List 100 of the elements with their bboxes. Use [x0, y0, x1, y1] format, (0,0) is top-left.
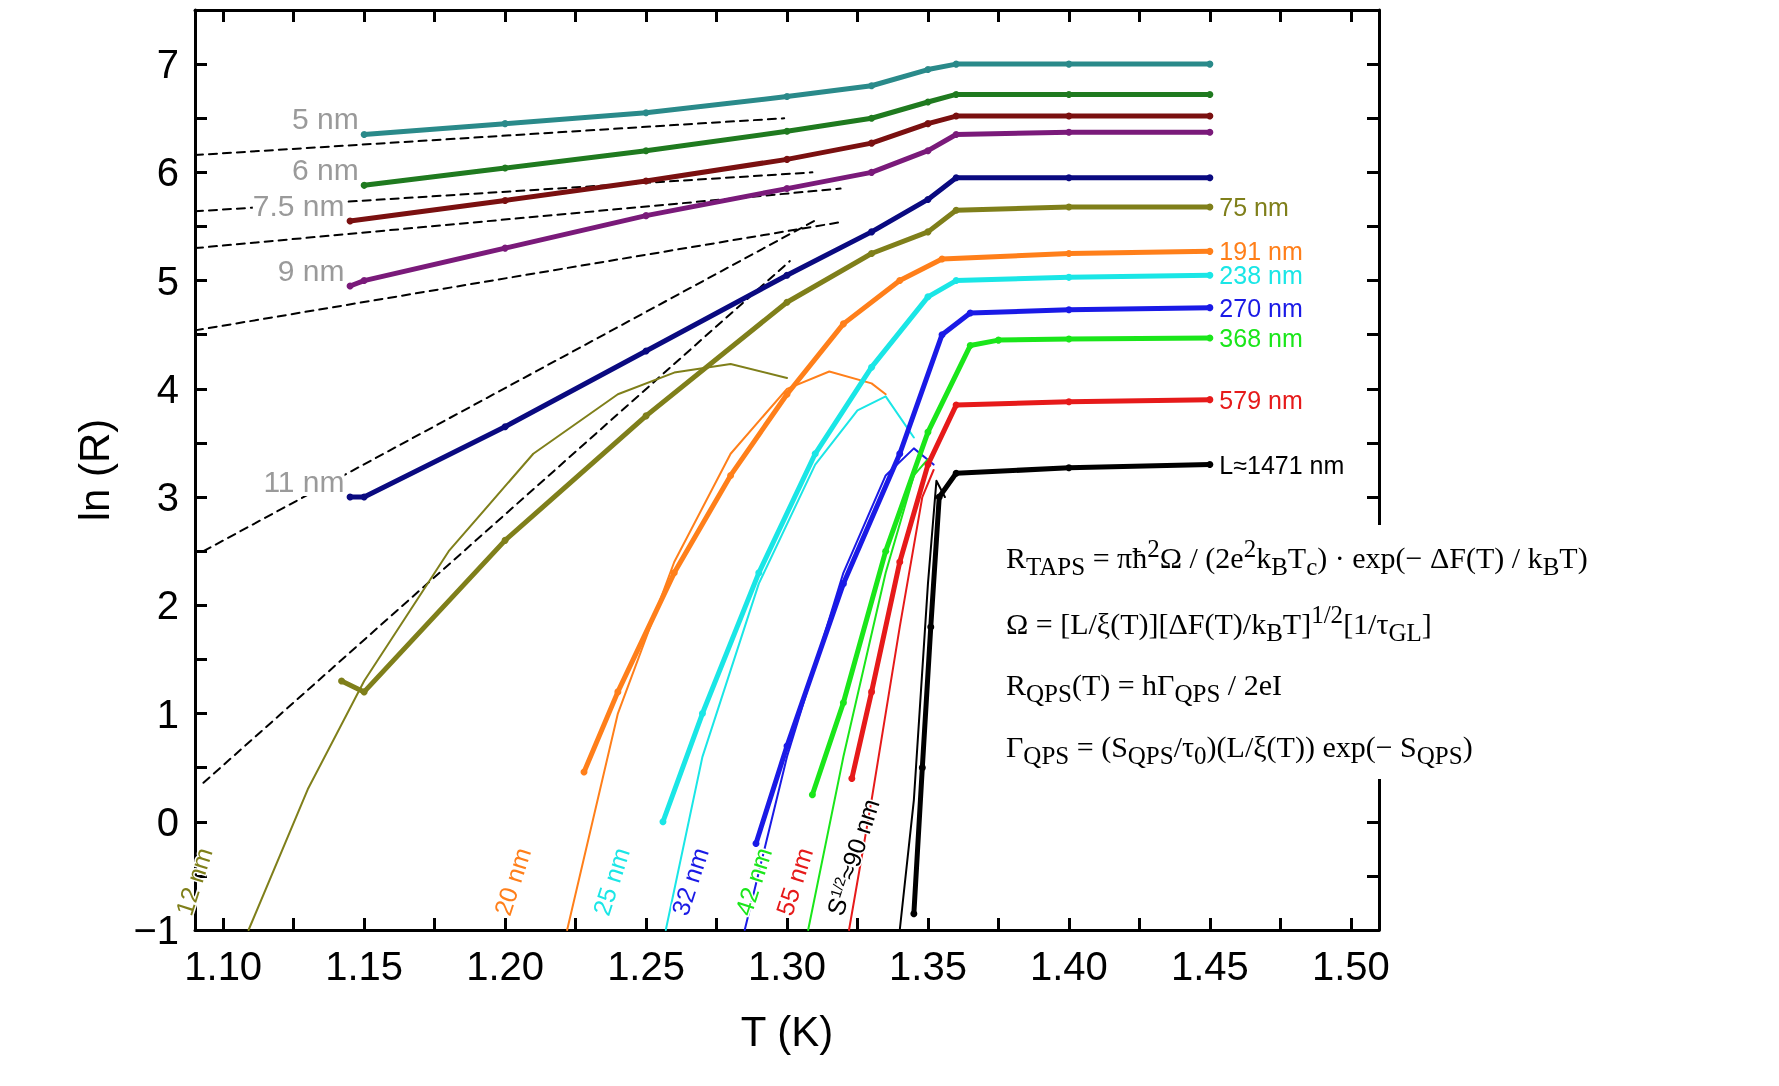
point: [783, 298, 791, 306]
point: [1206, 461, 1214, 469]
point: [952, 90, 960, 98]
point: [360, 130, 368, 138]
point: [924, 120, 932, 128]
point: [501, 244, 509, 252]
point: [1065, 306, 1073, 314]
point: [1206, 174, 1214, 182]
point: [1206, 334, 1214, 342]
y-tick-label: 1: [156, 691, 179, 736]
text: 25 nm: [586, 844, 635, 919]
point: [642, 109, 650, 117]
point: [659, 818, 667, 826]
series-label: 579 nm: [1219, 385, 1303, 414]
point: [868, 363, 876, 371]
point: [924, 293, 932, 301]
point: [783, 93, 791, 101]
point: [966, 309, 974, 317]
point: [642, 147, 650, 155]
point: [896, 558, 904, 566]
point: [952, 130, 960, 138]
point: [839, 699, 847, 707]
text: 32 nm: [665, 844, 714, 919]
point: [918, 764, 926, 772]
series-label: 5 nm: [291, 101, 359, 135]
x-tick-label: 1.20: [466, 944, 545, 988]
x-tick-label: 1.25: [607, 944, 685, 988]
series-label: 7.5 nm: [252, 188, 345, 222]
y-tick-label: 2: [156, 583, 179, 628]
x-tick-label: 1.40: [1029, 944, 1108, 988]
point: [952, 174, 960, 182]
point: [910, 910, 918, 918]
point: [811, 450, 819, 458]
point: [896, 277, 904, 285]
point: [1206, 112, 1214, 120]
point: [360, 688, 368, 696]
point: [1206, 271, 1214, 279]
point: [1065, 250, 1073, 258]
point: [868, 82, 876, 90]
y-tick-label: 0: [156, 799, 179, 844]
point: [1206, 60, 1214, 68]
point: [360, 277, 368, 285]
y-tick-label: 6: [156, 150, 179, 195]
point: [783, 185, 791, 193]
point: [924, 147, 932, 155]
point: [642, 212, 650, 220]
point: [752, 839, 760, 847]
point: [1065, 464, 1073, 472]
y-tick-label: 3: [156, 475, 179, 520]
point: [1065, 273, 1073, 281]
x-tick-label: 1.10: [184, 944, 263, 988]
point: [952, 112, 960, 120]
x-tick-label: 1.45: [1170, 944, 1249, 988]
point: [1065, 60, 1073, 68]
x-axis-title: T (K): [740, 1007, 834, 1055]
point: [952, 277, 960, 285]
point: [848, 774, 856, 782]
point: [1206, 247, 1214, 255]
point: [924, 66, 932, 74]
x-tick-label: 1.35: [889, 944, 967, 988]
series-label: 11 nm: [263, 464, 345, 498]
text: R$_{TAPS}$ = πħ$^{2}$Ω / (2e$^{2}$k$_{B}$T$_{c}$) · exp(− ΔF(T) / k$_{B}$T): [1006, 535, 1588, 580]
point: [938, 331, 946, 339]
point: [924, 461, 932, 469]
point: [501, 423, 509, 431]
text: Γ$_{QPS}$ = (S$_{QPS}$/τ$_{0}$)(L/ξ(T)) exp(− S$_{QPS}$): [1006, 729, 1473, 769]
y-tick-label: 4: [156, 366, 179, 411]
x-tick-label: 1.15: [325, 944, 404, 988]
point: [783, 390, 791, 398]
point: [868, 688, 876, 696]
series-label: L≈1471 nm: [1219, 450, 1345, 479]
point: [1065, 174, 1073, 182]
point: [1206, 90, 1214, 98]
annotation: Ω = [L/ξ(T)][ΔF(T)/k$_{B}$T]$^{1/2}$[1/τ$_{GL}$]: [1006, 599, 1433, 648]
point: [868, 114, 876, 122]
text: 20 nm: [488, 844, 537, 919]
point: [614, 688, 622, 696]
point: [670, 569, 678, 577]
y-tick-label: 7: [156, 42, 179, 87]
y-tick-label: −1: [133, 908, 179, 952]
point: [924, 195, 932, 203]
point: [808, 791, 816, 799]
point: [952, 206, 960, 214]
y-axis-title: ln (R): [70, 418, 118, 522]
point: [360, 181, 368, 189]
point: [1065, 398, 1073, 406]
point: [1206, 396, 1214, 404]
series-label: 6 nm: [291, 152, 359, 186]
point: [896, 450, 904, 458]
point: [1065, 112, 1073, 120]
point: [839, 580, 847, 588]
point: [927, 623, 935, 631]
series-label: 270 nm: [1219, 293, 1303, 322]
point: [1065, 128, 1073, 136]
point: [501, 197, 509, 204]
point: [783, 127, 791, 135]
point: [868, 250, 876, 258]
point: [1206, 203, 1214, 211]
point: [839, 320, 847, 328]
point: [727, 471, 735, 479]
